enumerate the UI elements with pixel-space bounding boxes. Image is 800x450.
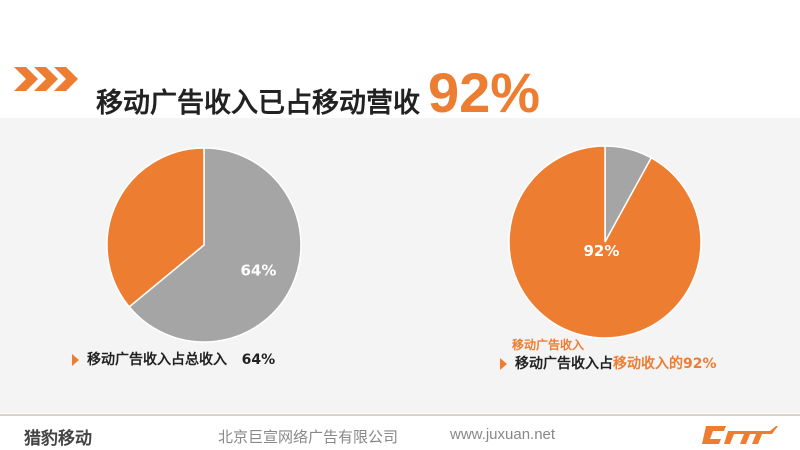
left-caption: 移动广告收入占总收入 64% xyxy=(72,349,275,369)
caption-text: 移动广告收入占 xyxy=(515,356,613,372)
cmr-logo-icon xyxy=(702,426,778,444)
triangle-icon xyxy=(500,358,507,370)
title-text: 移动广告收入已占移动营收 xyxy=(96,88,420,119)
caption-value: 64% xyxy=(241,352,276,368)
footer-company: 北京巨宣网络广告有限公司 xyxy=(218,428,399,446)
right-caption: 移动广告收入占移动收入的92% xyxy=(500,353,717,373)
pie-slice xyxy=(508,145,702,339)
page-title: 移动广告收入已占移动营收 92% xyxy=(96,60,540,125)
pie-slice xyxy=(106,147,205,308)
caption-highlight: 移动收入的92% xyxy=(613,356,717,372)
caption-text: 移动广告收入占总收入 xyxy=(87,352,227,368)
footer-brand: 猎豹移动 xyxy=(24,429,92,449)
pie-data-label: 64% xyxy=(240,262,276,280)
triangle-icon xyxy=(72,354,79,366)
chevrons-icon xyxy=(14,67,78,91)
pie-slice xyxy=(128,147,302,343)
series-label: 移动广告收入 xyxy=(512,338,585,352)
pie-data-label: 92% xyxy=(583,242,619,260)
footer-url[interactable]: www.juxuan.net xyxy=(450,426,556,443)
title-highlight: 92% xyxy=(428,61,541,124)
footer-divider xyxy=(0,414,800,416)
